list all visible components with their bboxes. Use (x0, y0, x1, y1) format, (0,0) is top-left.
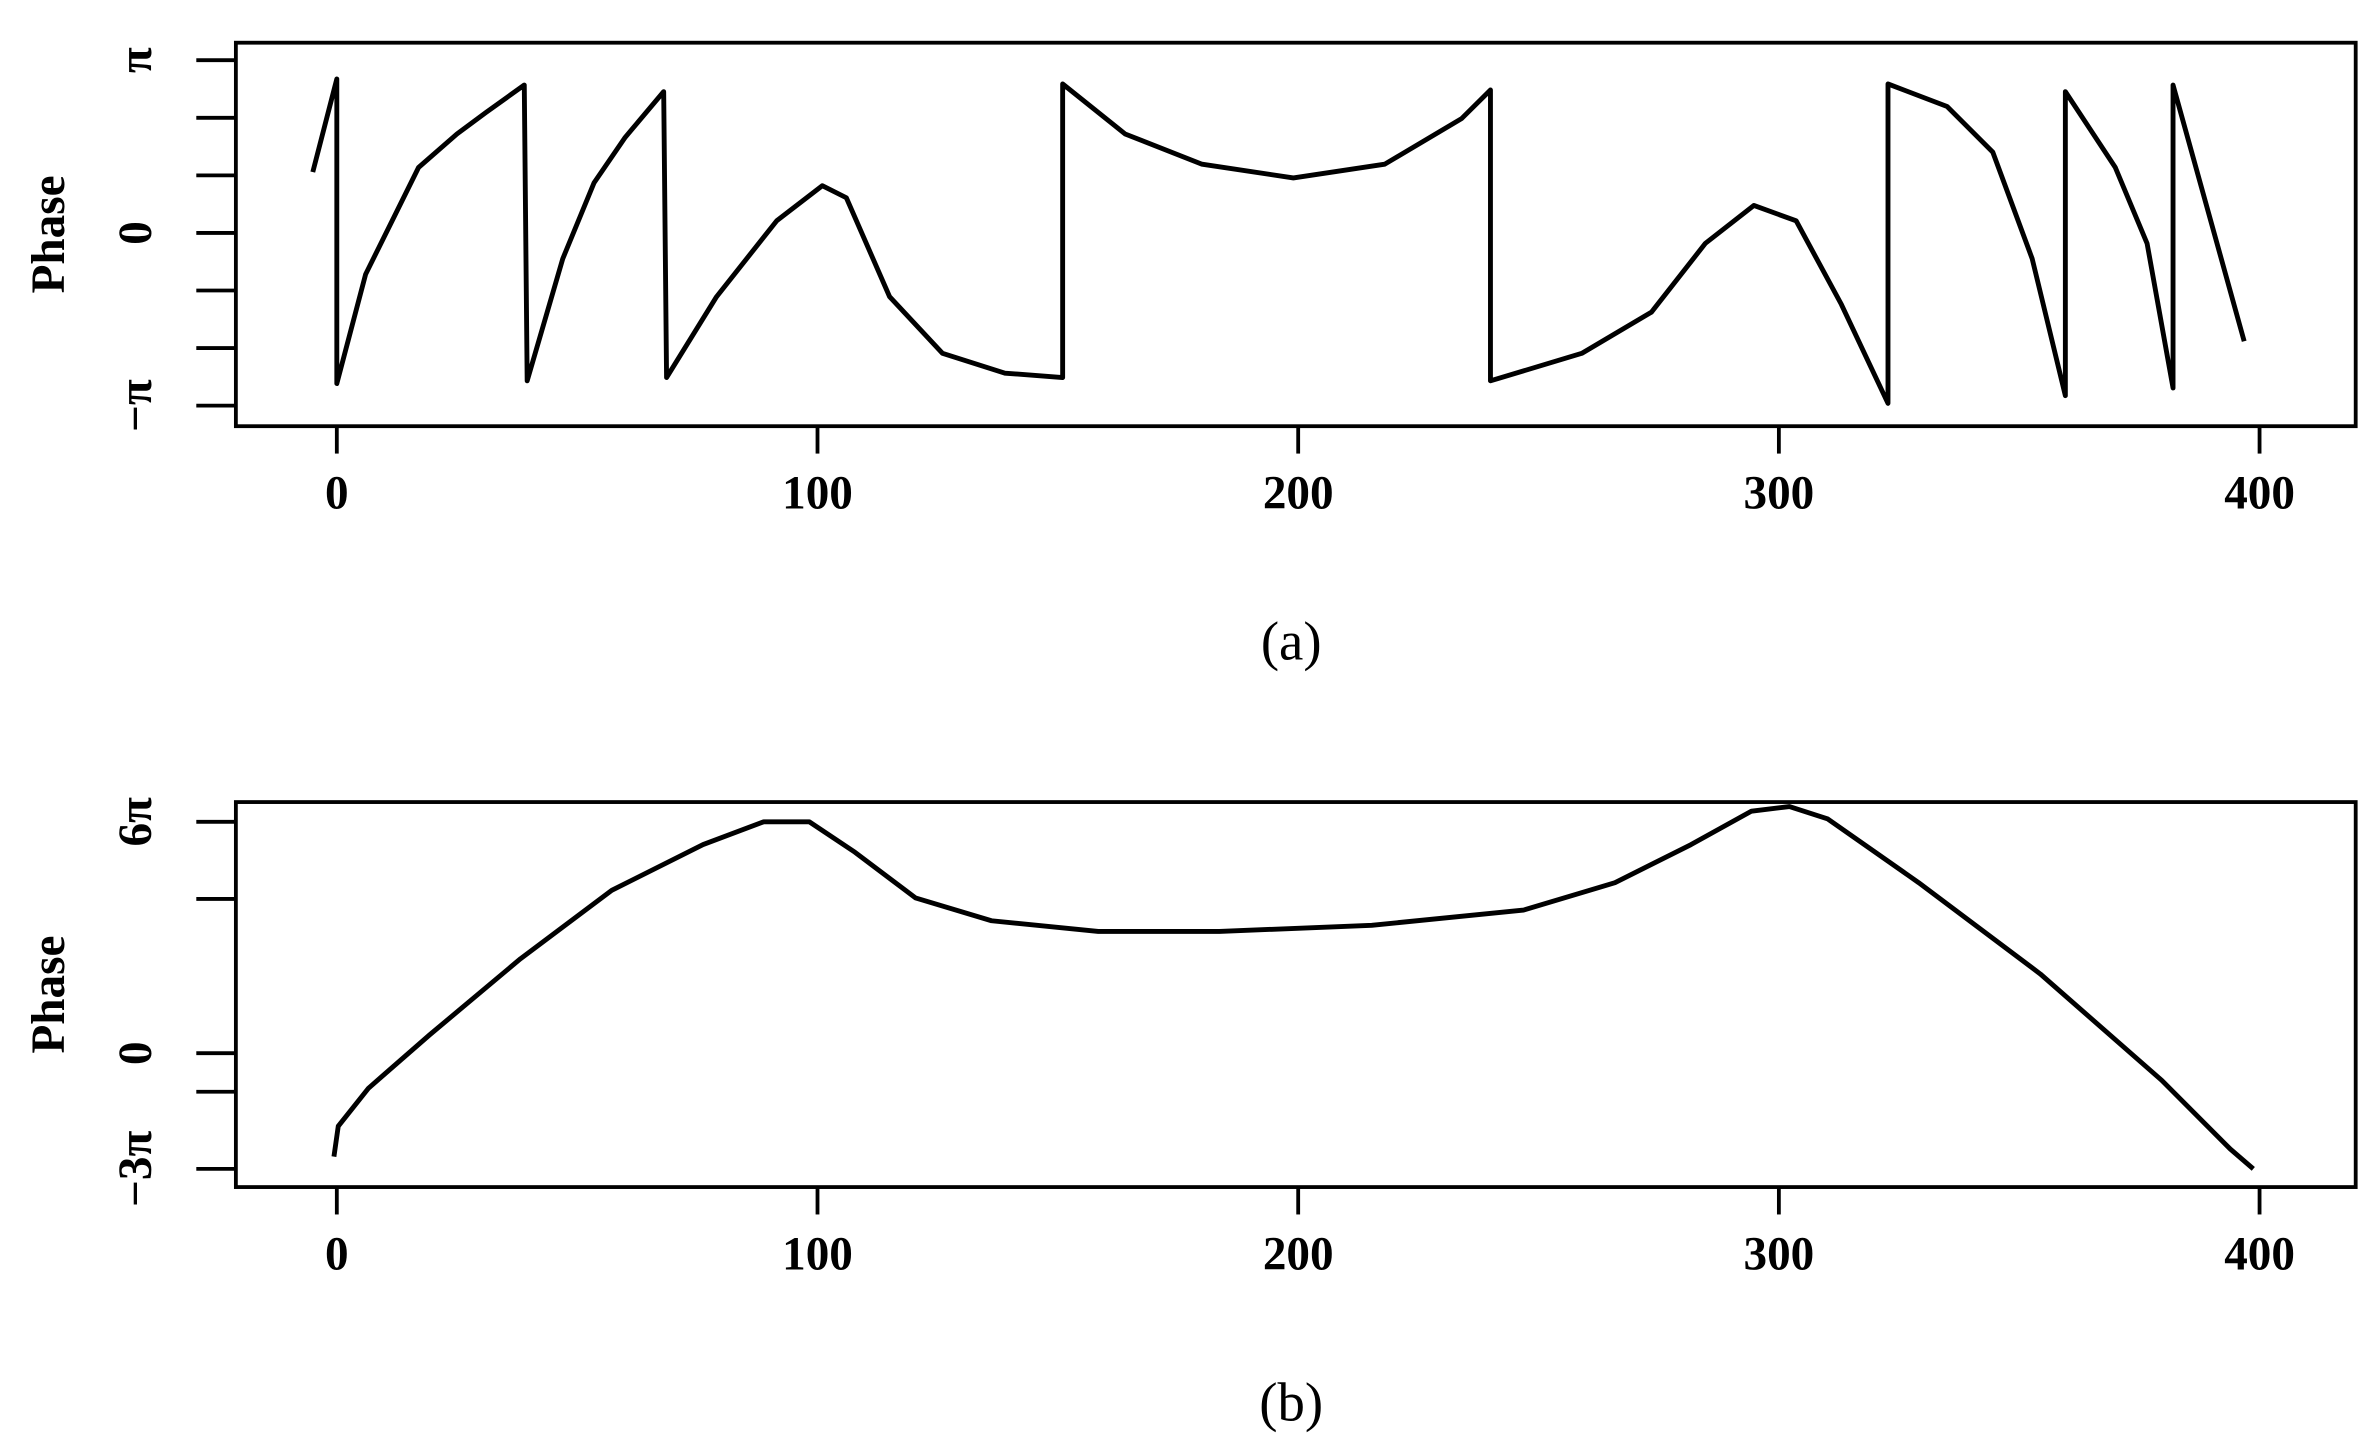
y-tick-label: 6π (110, 797, 162, 847)
x-tick-label: 100 (782, 468, 853, 520)
data-line (331, 804, 2255, 1171)
data-line (310, 76, 2247, 406)
y-tick-label: π (110, 47, 162, 73)
x-tick-label: 200 (1263, 468, 1334, 520)
caption: (b) (1259, 1371, 1323, 1432)
y-axis-label: Phase (23, 936, 75, 1054)
y-tick-label: −π (110, 379, 162, 432)
y-tick-label: 0 (110, 221, 162, 245)
y-axis-label: Phase (23, 176, 75, 294)
x-tick-label: 400 (2224, 468, 2295, 520)
x-tick-label: 400 (2224, 1228, 2295, 1280)
x-tick-label: 0 (325, 1228, 349, 1280)
x-tick-label: 300 (1744, 1228, 1815, 1280)
x-tick-label: 200 (1263, 1228, 1334, 1280)
plot-frame (233, 40, 2358, 429)
y-tick-label: −3π (110, 1131, 162, 1207)
y-tick-label: 0 (110, 1041, 162, 1065)
x-tick-label: 300 (1744, 468, 1815, 520)
x-tick-label: 100 (782, 1228, 853, 1280)
x-tick-label: 0 (325, 468, 349, 520)
caption: (a) (1261, 610, 1322, 671)
plot-frame (233, 800, 2358, 1189)
